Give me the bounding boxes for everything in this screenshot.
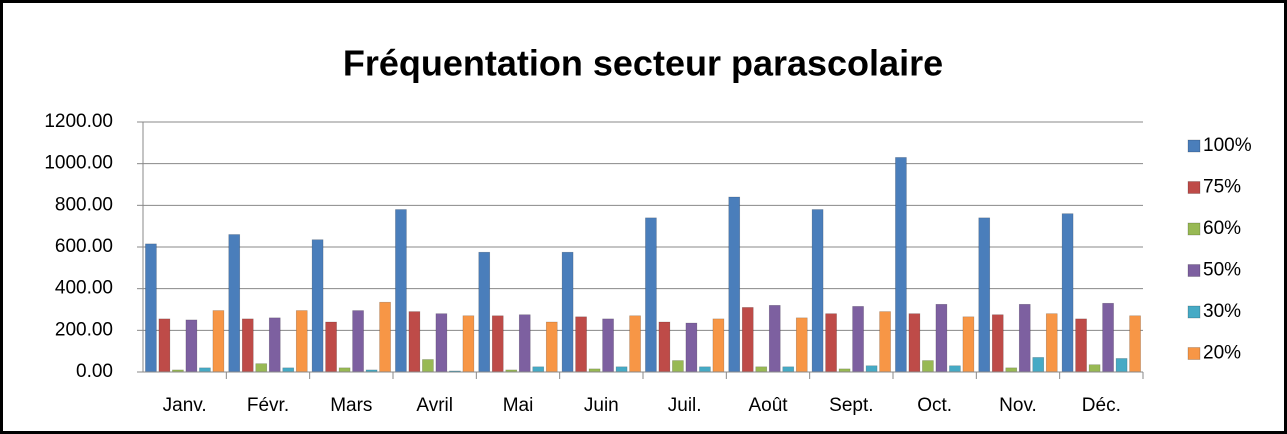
- bar: [575, 316, 587, 373]
- bar: [1005, 367, 1018, 373]
- bar: [325, 321, 337, 373]
- legend-label: 20%: [1203, 343, 1241, 364]
- bar: [795, 317, 808, 373]
- bar: [518, 314, 531, 373]
- bar: [478, 251, 491, 373]
- bar: [825, 313, 837, 373]
- y-tick-label: 1200.00: [44, 111, 113, 132]
- bar: [672, 360, 684, 373]
- bar: [1102, 302, 1114, 373]
- bar: [268, 317, 281, 373]
- y-tick-label: 800.00: [55, 194, 113, 215]
- x-tick-label: Mai: [503, 395, 534, 416]
- bar: [1088, 364, 1101, 373]
- bar: [1032, 357, 1045, 373]
- bar: [852, 306, 864, 373]
- x-tick-label: Oct.: [917, 395, 952, 416]
- bar: [865, 365, 878, 373]
- bar: [199, 367, 211, 373]
- bar: [645, 217, 657, 373]
- bar: [462, 315, 475, 373]
- y-tick-label: 0.00: [76, 361, 113, 382]
- legend-label: 100%: [1203, 135, 1252, 156]
- legend-label: 50%: [1203, 260, 1241, 281]
- x-tick-label: Sept.: [829, 395, 873, 416]
- legend-swatch: [1187, 305, 1201, 319]
- bar: [1045, 313, 1058, 373]
- bar: [228, 234, 241, 373]
- x-tick-label: Janv.: [163, 395, 207, 416]
- bar: [435, 313, 448, 373]
- bar: [1061, 213, 1074, 373]
- bar: [422, 359, 434, 373]
- bar: [545, 321, 558, 373]
- bar: [978, 217, 991, 373]
- bar: [1115, 358, 1128, 373]
- bar: [712, 318, 725, 373]
- bar: [379, 301, 391, 373]
- bar: [658, 321, 671, 373]
- bar: [922, 360, 934, 373]
- x-tick-label: Juin: [584, 395, 619, 416]
- legend-swatch: [1187, 181, 1201, 194]
- bar: [241, 318, 254, 373]
- y-tick-label: 600.00: [55, 236, 113, 257]
- bar: [295, 310, 308, 373]
- bar: [1129, 315, 1141, 373]
- bar: [408, 311, 421, 373]
- bar: [879, 311, 891, 373]
- bar: [768, 305, 781, 373]
- bar: [158, 318, 171, 373]
- bar: [728, 196, 741, 373]
- bar: [811, 209, 824, 373]
- bar: [255, 363, 268, 373]
- bar: [895, 157, 907, 373]
- legend-swatch: [1187, 264, 1201, 277]
- x-tick-label: Févr.: [247, 395, 289, 416]
- bar: [491, 315, 504, 373]
- legend-swatch: [1187, 139, 1201, 153]
- bar: [185, 319, 198, 373]
- x-tick-label: Mars: [330, 395, 372, 416]
- bar: [629, 315, 641, 373]
- bar: [991, 314, 1004, 373]
- x-tick-label: Déc.: [1082, 395, 1121, 416]
- bar: [685, 322, 698, 373]
- bar: [532, 366, 545, 373]
- bar: [395, 209, 407, 373]
- bar: [755, 366, 768, 373]
- bar: [782, 366, 795, 373]
- x-tick-label: Août: [748, 395, 788, 416]
- legend-label: 75%: [1203, 177, 1241, 198]
- bar: [699, 366, 711, 373]
- bar: [338, 367, 351, 373]
- bar: [962, 316, 975, 373]
- x-tick-label: Nov.: [999, 395, 1037, 416]
- bar: [602, 318, 614, 373]
- y-tick-label: 400.00: [55, 278, 113, 299]
- x-tick-label: Juil.: [668, 395, 702, 416]
- bar: [741, 307, 754, 373]
- bar: [212, 310, 225, 373]
- bar: [1075, 318, 1087, 373]
- bar: [561, 251, 574, 373]
- bar: [949, 365, 961, 373]
- bar: [311, 239, 324, 373]
- bar: [615, 366, 628, 373]
- legend-swatch: [1187, 347, 1201, 360]
- legend-label: 60%: [1203, 218, 1241, 239]
- bar: [908, 313, 921, 373]
- legend-swatch: [1187, 222, 1201, 236]
- y-tick-label: 1000.00: [44, 153, 113, 174]
- chart-title: Fréquentation secteur parascolaire: [343, 43, 943, 84]
- x-tick-label: Avril: [416, 395, 453, 416]
- bar: [935, 303, 948, 373]
- bar: [282, 367, 295, 373]
- bar: [1018, 303, 1031, 373]
- bar: [352, 310, 364, 373]
- legend-label: 30%: [1203, 301, 1241, 322]
- bar: [145, 243, 157, 373]
- y-tick-label: 200.00: [55, 319, 113, 340]
